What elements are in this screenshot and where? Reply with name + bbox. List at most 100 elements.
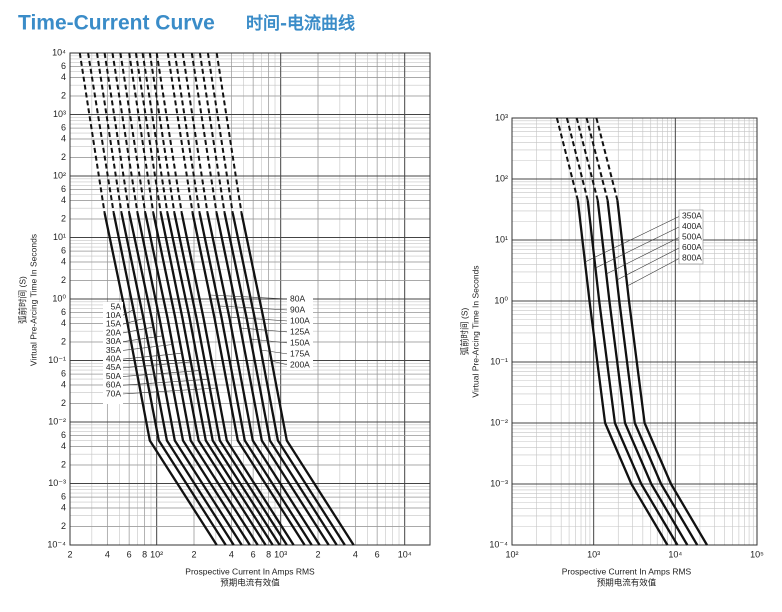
curve	[606, 200, 699, 546]
y-tick-label: 4	[61, 72, 66, 82]
curve-dashed	[119, 52, 147, 214]
y-tick-label: 10⁻⁴	[47, 539, 66, 549]
x-tick-label: 2	[191, 549, 196, 559]
curve-dashed	[181, 52, 209, 214]
y-tick-label: 4	[61, 195, 66, 205]
x-tick-label: 8	[266, 549, 271, 559]
curve-dashed	[565, 117, 589, 201]
y-tick-label: 4	[61, 256, 66, 266]
y-tick-label: 2	[61, 521, 66, 531]
curve-label: 125A	[290, 326, 310, 336]
y-tick-label: 2	[61, 152, 66, 162]
y-tick-label: 10¹	[53, 232, 66, 242]
leader-line	[121, 335, 163, 343]
leader-line	[121, 309, 134, 316]
x-tick-label: 4	[353, 549, 358, 559]
y-tick-label: 6	[61, 61, 66, 71]
curve	[231, 212, 346, 546]
y-axis-title: Virtual Pre-Arcing Time In Seconds	[28, 234, 38, 366]
curve-dashed	[575, 117, 599, 201]
x-tick-label: 2	[67, 549, 72, 559]
y-tick-label: 10³	[53, 109, 66, 119]
curve	[136, 212, 251, 546]
curve-dashed	[595, 117, 619, 201]
y-tick-label: 6	[61, 492, 66, 502]
x-tick-label: 10²	[505, 549, 518, 559]
curve-dashed	[190, 52, 218, 214]
curve-dashed	[148, 52, 176, 214]
y-tick-label: 2	[61, 398, 66, 408]
leader-line	[121, 387, 217, 395]
y-tick-label: 10⁻²	[48, 416, 66, 426]
leader-line	[260, 349, 289, 355]
y-tick-label: 6	[61, 430, 66, 440]
curve	[112, 212, 227, 546]
y-tick-label: 4	[61, 379, 66, 389]
y-tick-label: 10⁻¹	[490, 356, 508, 366]
y-tick-label: 6	[61, 369, 66, 379]
y-tick-label: 2	[61, 90, 66, 100]
x-tick-label: 6	[251, 549, 256, 559]
curve	[103, 212, 218, 546]
x-axis-title-cn: 预期电流有效值	[597, 577, 657, 587]
leader-line	[219, 305, 289, 311]
curve-label: 100A	[290, 315, 310, 325]
curve	[223, 212, 338, 546]
curve	[180, 212, 295, 546]
y-axis-title-cn: 弧前时间 (S)	[459, 307, 469, 355]
y-tick-label: 10⁰	[52, 293, 66, 303]
curve	[215, 212, 330, 546]
y-tick-label: 10⁰	[494, 295, 508, 305]
y-tick-label: 10¹	[495, 234, 508, 244]
leader-line	[121, 379, 209, 386]
curve-dashed	[166, 52, 194, 214]
curve	[191, 212, 306, 546]
x-tick-label: 6	[127, 549, 132, 559]
x-axis-title-cn: 预期电流有效值	[220, 577, 280, 587]
y-tick-label: 10⁻³	[490, 478, 508, 488]
curve-label: 90A	[290, 304, 305, 314]
y-tick-label: 2	[61, 459, 66, 469]
y-tick-label: 10⁻⁴	[489, 539, 508, 549]
leader-line	[229, 316, 289, 322]
curve-label: 800A	[682, 252, 702, 262]
leader-line	[606, 236, 681, 275]
curve-dashed	[96, 52, 123, 214]
x-tick-label: 2	[316, 549, 321, 559]
curve-label: 200A	[290, 359, 310, 369]
leader-line	[121, 318, 144, 325]
curve-label: 175A	[290, 348, 310, 358]
page-title: Time-Current Curve	[18, 12, 215, 35]
curve	[159, 212, 274, 546]
curve-dashed	[215, 52, 243, 214]
plot-frame	[69, 52, 431, 546]
curve-label: 5A	[111, 301, 122, 311]
curve-label: 80A	[290, 293, 305, 303]
curve-label: 60A	[106, 380, 121, 390]
curve-dashed	[206, 52, 234, 214]
curve-label: 50A	[106, 371, 121, 381]
y-tick-label: 10⁻³	[48, 478, 66, 488]
x-tick-label: 4	[105, 549, 110, 559]
curve	[616, 200, 708, 546]
leader-line	[240, 327, 289, 333]
page-subtitle: 时间-电流曲线	[246, 13, 355, 34]
curve-label: 600A	[682, 242, 702, 252]
y-tick-label: 2	[61, 213, 66, 223]
curve-label: 500A	[682, 231, 702, 241]
curve	[576, 200, 669, 546]
curve	[596, 200, 689, 546]
curve-label: 15A	[106, 319, 121, 329]
x-tick-label: 10⁴	[398, 549, 412, 559]
curve-dashed	[555, 117, 579, 201]
y-tick-label: 6	[61, 246, 66, 256]
y-tick-label: 10³	[495, 112, 508, 122]
y-tick-label: 10⁻¹	[48, 355, 66, 365]
y-tick-label: 6	[61, 307, 66, 317]
y-tick-label: 10²	[495, 173, 508, 183]
y-tick-label: 10²	[53, 170, 66, 180]
leader-line	[584, 215, 681, 263]
label-box	[678, 209, 704, 265]
x-tick-label: 8	[142, 549, 147, 559]
